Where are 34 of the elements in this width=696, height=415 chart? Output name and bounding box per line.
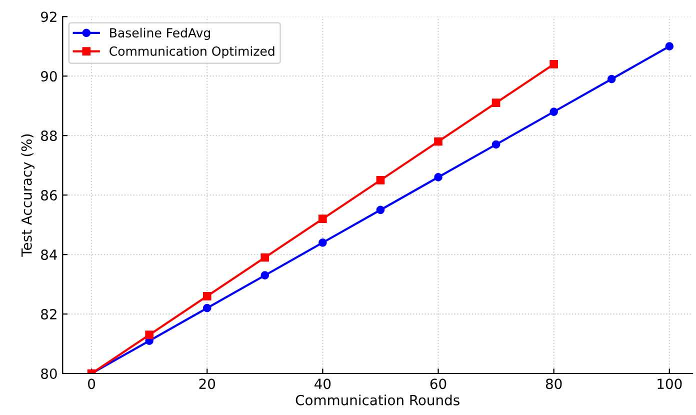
- y-tick-label: 82: [41, 308, 56, 320]
- x-tick-label: 40: [314, 378, 331, 390]
- point: [145, 330, 154, 340]
- y-tick-label: 80: [41, 368, 57, 379]
- point: [318, 238, 327, 247]
- y-tick-label: 84: [41, 250, 57, 260]
- legend-label: Communication Optimized: [110, 46, 274, 58]
- point: [434, 137, 442, 146]
- y-tick-label: 92: [40, 12, 56, 22]
- point: [550, 60, 558, 68]
- point: [607, 74, 616, 84]
- y-tick-label: 90: [40, 71, 57, 82]
- legend-label: Baseline FedAvg: [110, 28, 210, 40]
- point: [492, 140, 500, 149]
- y-tick-label: 86: [41, 190, 57, 201]
- point: [434, 173, 442, 182]
- x-tick-label: 100: [658, 378, 682, 390]
- point: [665, 42, 674, 51]
- point: [376, 206, 385, 214]
- x-axis-title: Communication Rounds: [296, 394, 460, 406]
- point: [492, 98, 500, 108]
- x-tick-label: 20: [199, 378, 216, 390]
- x-tick-label: 80: [546, 378, 562, 390]
- point: [260, 271, 270, 280]
- y-axis-title: Test Accuracy (%): [21, 134, 35, 257]
- point: [318, 214, 327, 224]
- x-tick-label: 0: [88, 378, 96, 390]
- y-tick-label: 88: [41, 130, 57, 142]
- point: [202, 304, 212, 312]
- point: [202, 292, 212, 300]
- point: [550, 108, 558, 116]
- x-tick-label: 60: [430, 378, 446, 390]
- point: [260, 253, 270, 262]
- point: [376, 176, 385, 184]
